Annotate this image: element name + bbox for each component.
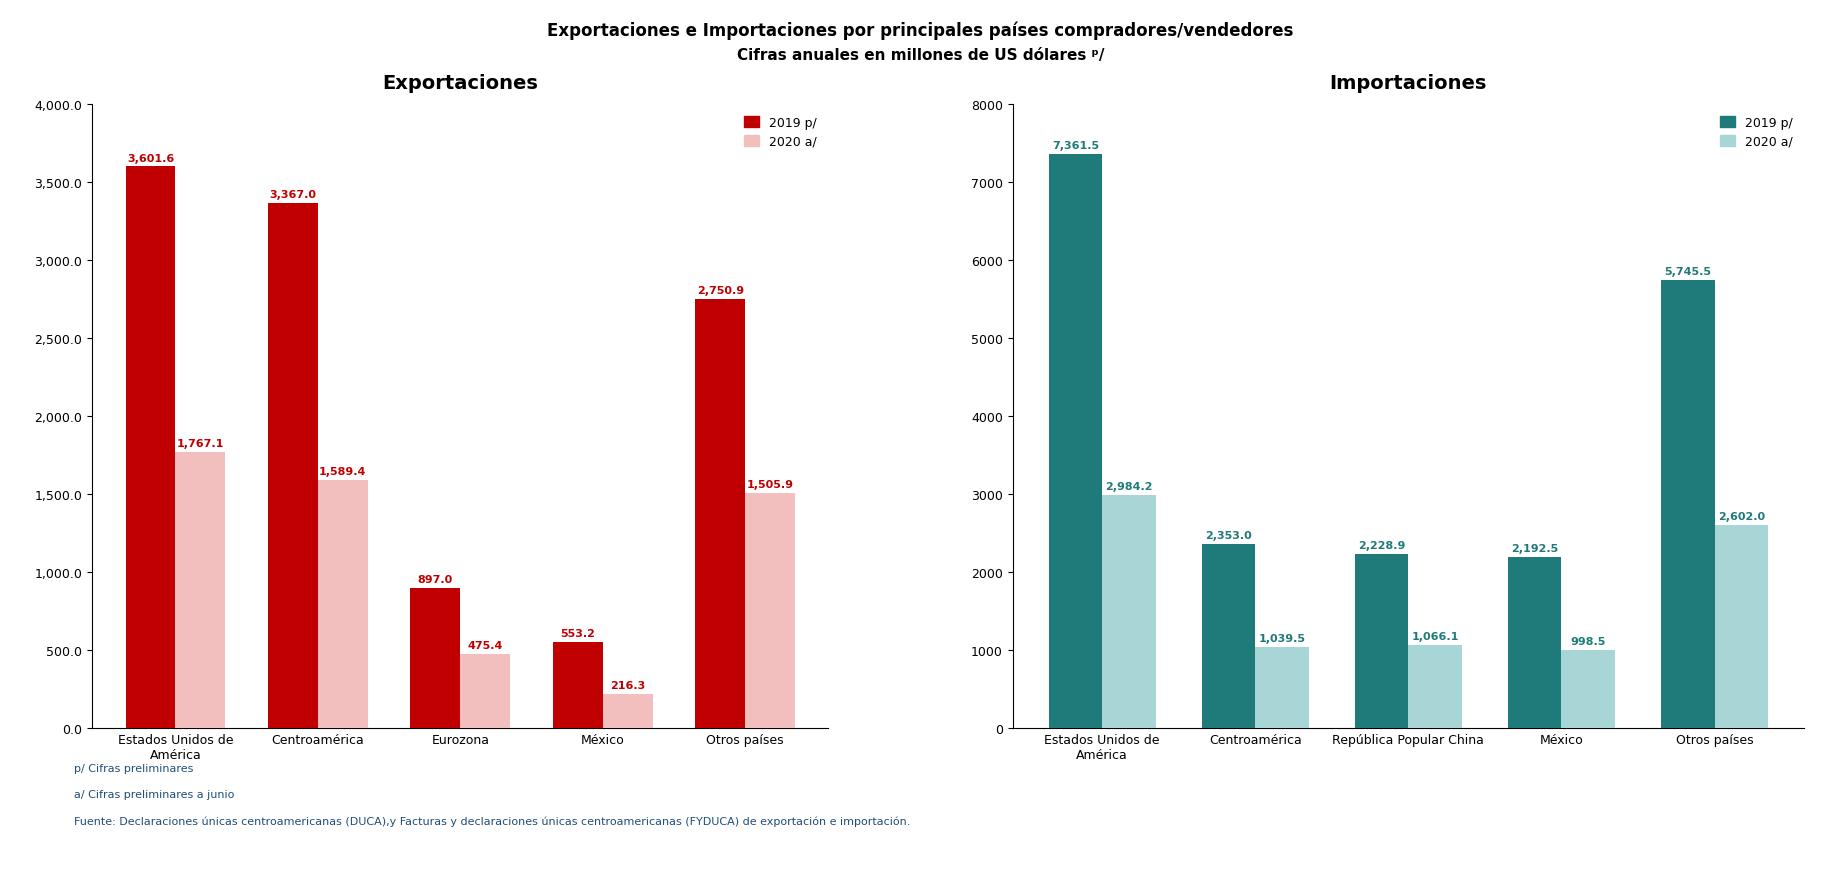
Text: 7,361.5: 7,361.5 <box>1051 141 1099 151</box>
Text: 2,984.2: 2,984.2 <box>1105 481 1152 492</box>
Text: 2,602.0: 2,602.0 <box>1718 511 1766 522</box>
Bar <box>1661 281 1714 728</box>
Bar <box>1103 496 1156 728</box>
Bar <box>696 300 746 728</box>
Bar <box>1202 545 1256 728</box>
Text: 2,353.0: 2,353.0 <box>1206 531 1252 541</box>
Text: 1,505.9: 1,505.9 <box>747 480 793 489</box>
Text: 5,745.5: 5,745.5 <box>1664 267 1712 277</box>
Bar <box>318 481 368 728</box>
Text: 2,192.5: 2,192.5 <box>1511 544 1557 553</box>
Text: a/ Cifras preliminares a junio: a/ Cifras preliminares a junio <box>74 789 234 799</box>
Bar <box>1256 647 1309 728</box>
Bar <box>1355 554 1408 728</box>
Text: 553.2: 553.2 <box>560 628 595 638</box>
Bar <box>602 695 652 728</box>
Text: 216.3: 216.3 <box>609 681 644 690</box>
Bar <box>1049 155 1103 728</box>
Text: Exportaciones e Importaciones por principales países compradores/vendedores: Exportaciones e Importaciones por princi… <box>547 22 1294 40</box>
Title: Exportaciones: Exportaciones <box>383 74 538 93</box>
Bar <box>552 642 602 728</box>
Bar <box>269 203 318 728</box>
Text: 475.4: 475.4 <box>468 640 503 650</box>
Legend: 2019 p/, 2020 a/: 2019 p/, 2020 a/ <box>1716 111 1799 153</box>
Text: 1,039.5: 1,039.5 <box>1259 633 1305 643</box>
Bar <box>1408 645 1462 728</box>
Bar <box>125 168 175 728</box>
Text: 1,066.1: 1,066.1 <box>1412 631 1458 641</box>
Text: 1,589.4: 1,589.4 <box>318 467 366 476</box>
Bar <box>460 654 510 728</box>
Bar <box>746 494 795 728</box>
Text: Cifras anuales en millones de US dólares ᵖ/: Cifras anuales en millones de US dólares… <box>736 48 1105 63</box>
Bar <box>411 588 460 728</box>
Text: 2,750.9: 2,750.9 <box>696 286 744 296</box>
Legend: 2019 p/, 2020 a/: 2019 p/, 2020 a/ <box>740 111 823 153</box>
Text: 998.5: 998.5 <box>1570 637 1605 646</box>
Text: 897.0: 897.0 <box>418 574 453 584</box>
Text: 1,767.1: 1,767.1 <box>177 439 225 449</box>
Bar <box>1714 525 1767 728</box>
Text: 3,601.6: 3,601.6 <box>127 153 175 163</box>
Bar <box>1508 557 1561 728</box>
Title: Importaciones: Importaciones <box>1329 74 1488 93</box>
Text: Fuente: Declaraciones únicas centroamericanas (DUCA),y Facturas y declaraciones : Fuente: Declaraciones únicas centroameri… <box>74 816 909 826</box>
Text: 3,367.0: 3,367.0 <box>269 190 317 200</box>
Bar <box>175 453 225 728</box>
Bar <box>1561 650 1615 728</box>
Text: p/ Cifras preliminares: p/ Cifras preliminares <box>74 763 193 773</box>
Text: 2,228.9: 2,228.9 <box>1359 540 1405 551</box>
